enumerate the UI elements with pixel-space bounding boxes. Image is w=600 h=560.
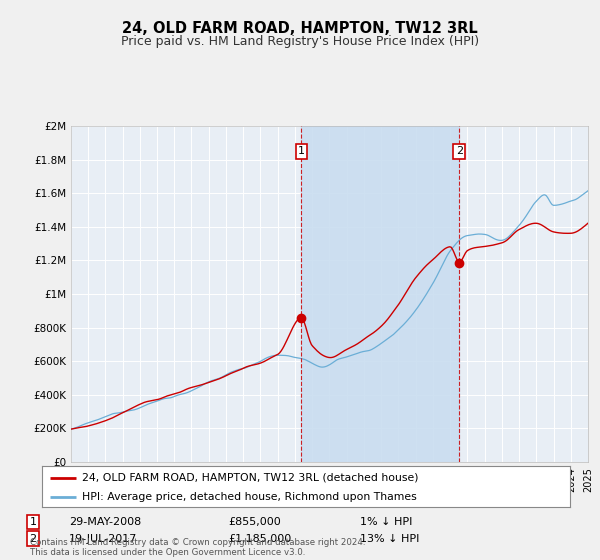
Text: 29-MAY-2008: 29-MAY-2008 bbox=[69, 517, 141, 527]
Text: Price paid vs. HM Land Registry's House Price Index (HPI): Price paid vs. HM Land Registry's House … bbox=[121, 35, 479, 48]
Text: 2: 2 bbox=[29, 534, 37, 544]
Text: 1: 1 bbox=[29, 517, 37, 527]
Text: £855,000: £855,000 bbox=[228, 517, 281, 527]
Text: 24, OLD FARM ROAD, HAMPTON, TW12 3RL (detached house): 24, OLD FARM ROAD, HAMPTON, TW12 3RL (de… bbox=[82, 473, 418, 483]
Text: 24, OLD FARM ROAD, HAMPTON, TW12 3RL: 24, OLD FARM ROAD, HAMPTON, TW12 3RL bbox=[122, 21, 478, 36]
Bar bbox=[301, 126, 460, 462]
Text: 2: 2 bbox=[456, 146, 463, 156]
Text: 1: 1 bbox=[298, 146, 305, 156]
Text: 13% ↓ HPI: 13% ↓ HPI bbox=[360, 534, 419, 544]
Text: £1,185,000: £1,185,000 bbox=[228, 534, 291, 544]
Text: HPI: Average price, detached house, Richmond upon Thames: HPI: Average price, detached house, Rich… bbox=[82, 492, 416, 502]
Text: Contains HM Land Registry data © Crown copyright and database right 2024.
This d: Contains HM Land Registry data © Crown c… bbox=[30, 538, 365, 557]
Text: 1% ↓ HPI: 1% ↓ HPI bbox=[360, 517, 412, 527]
Text: 19-JUL-2017: 19-JUL-2017 bbox=[69, 534, 137, 544]
